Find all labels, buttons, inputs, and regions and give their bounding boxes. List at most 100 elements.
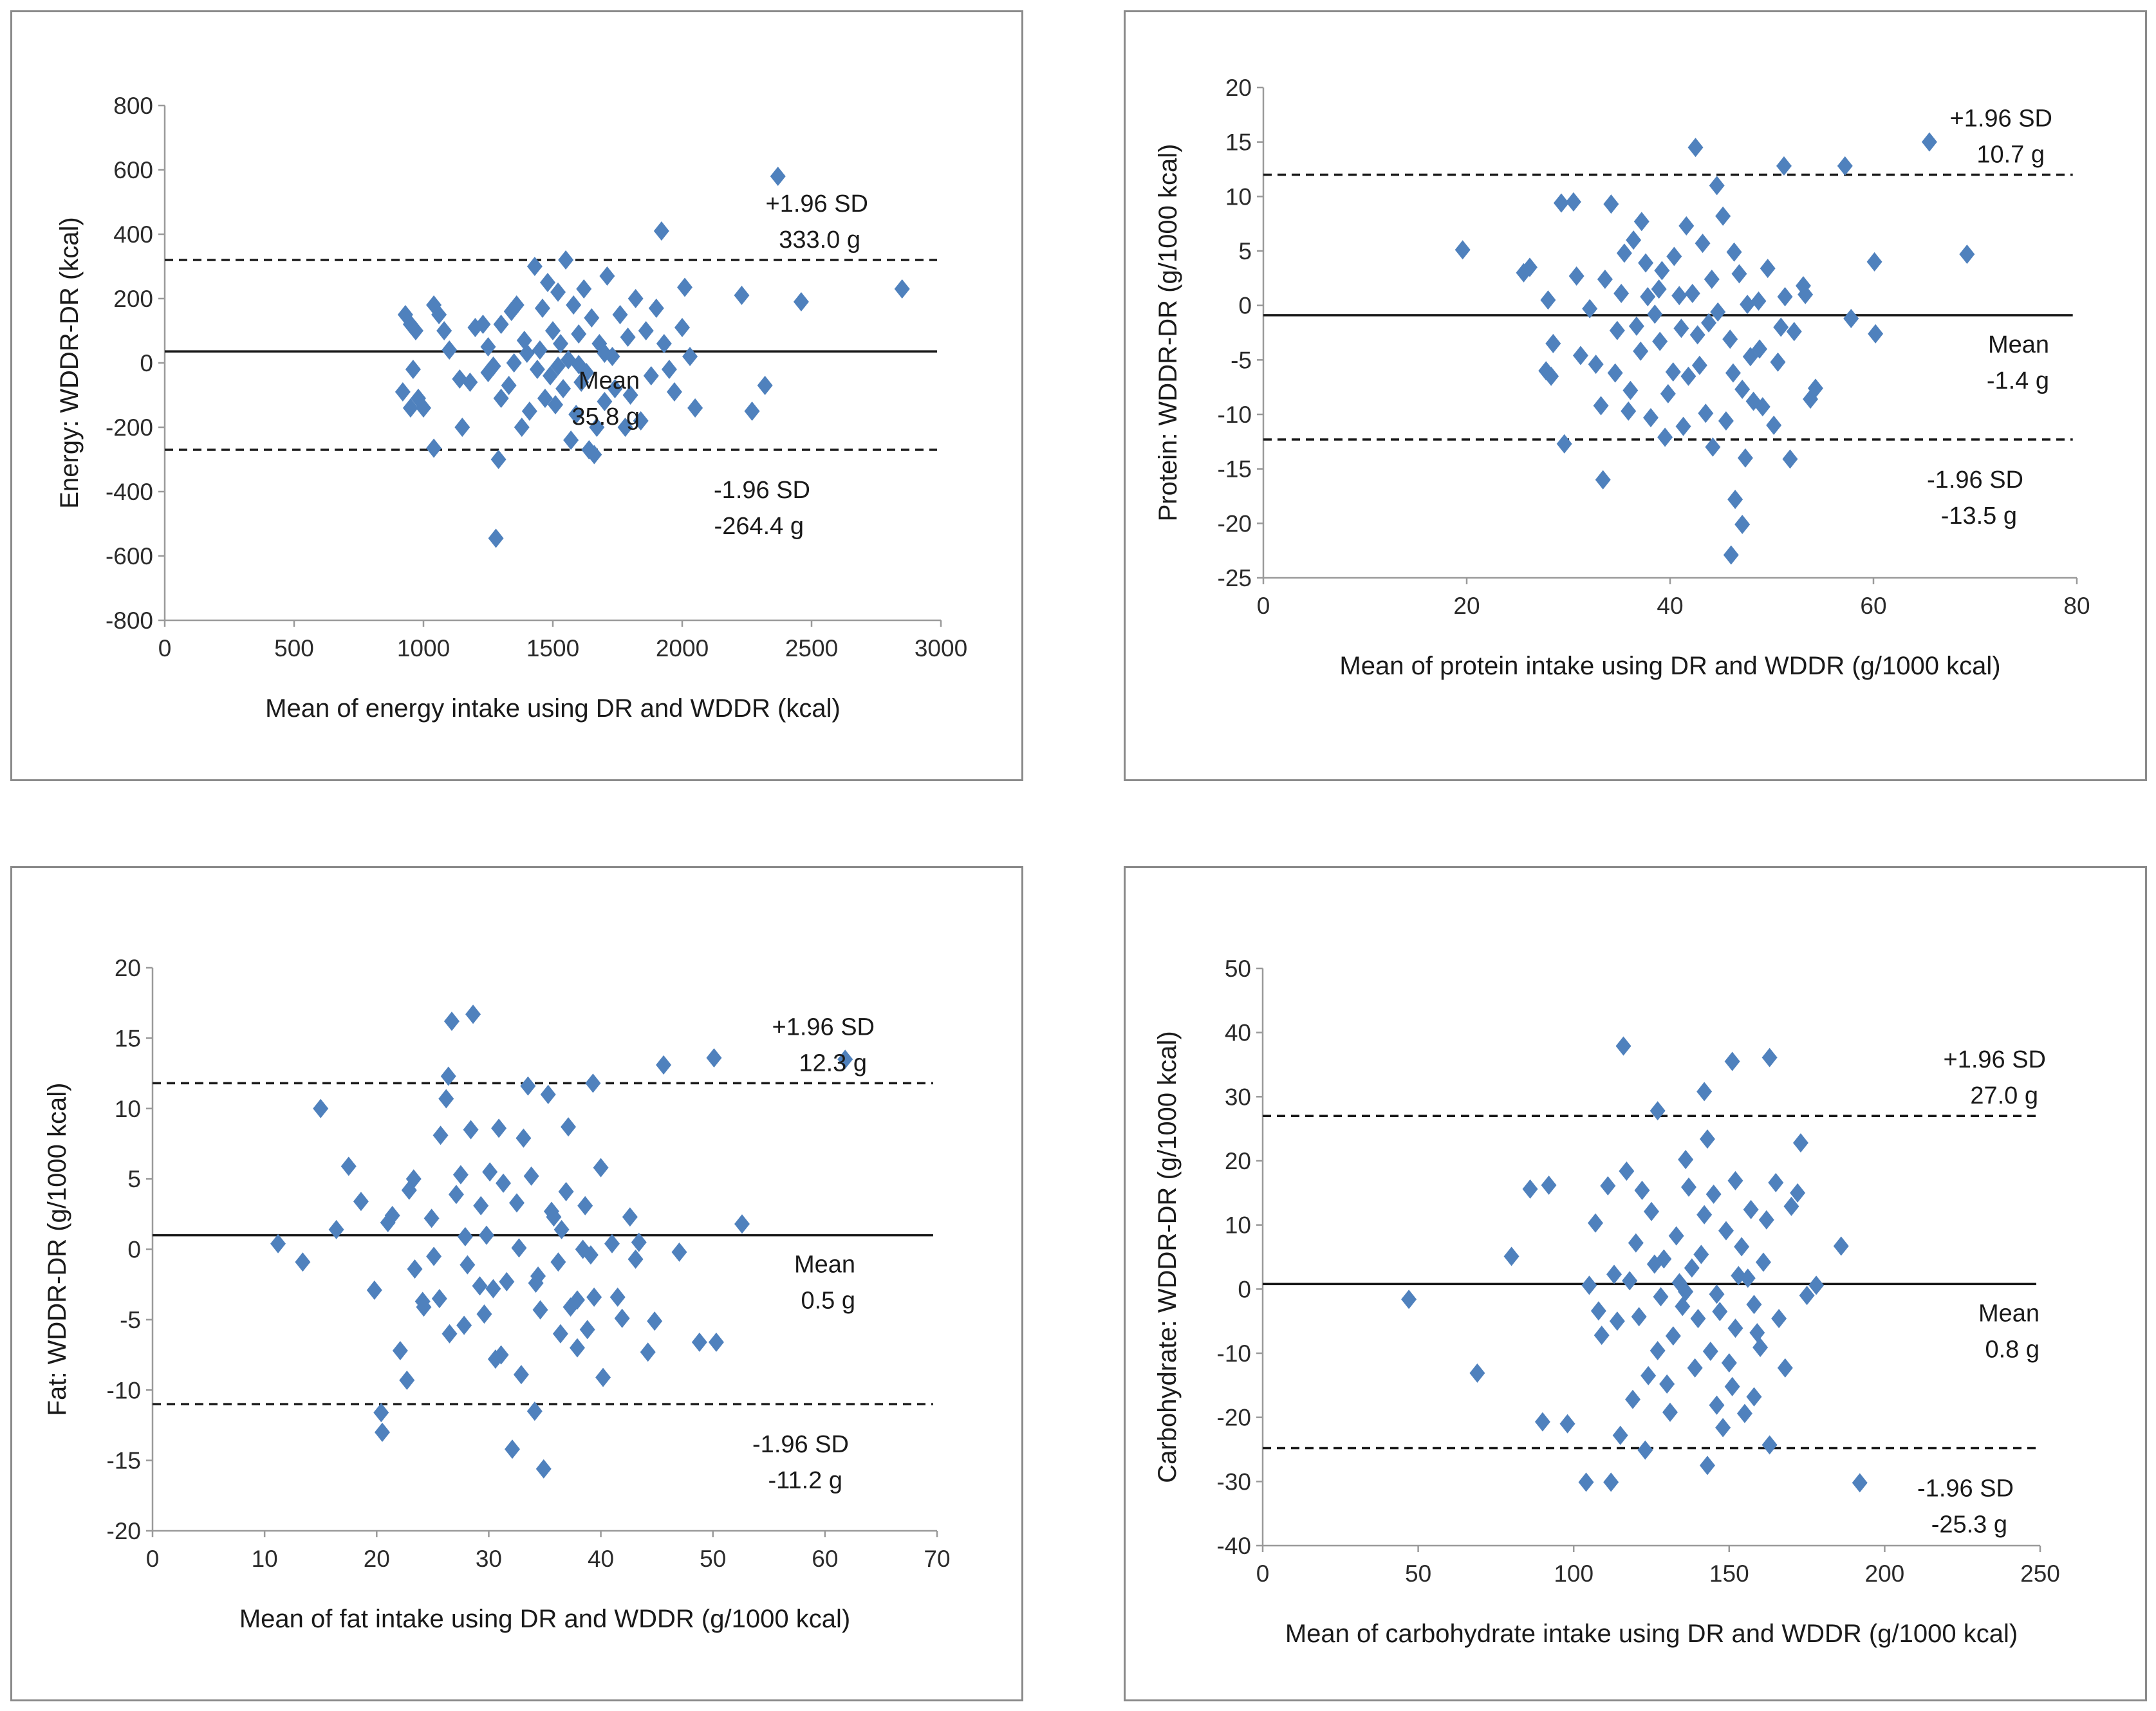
data-point bbox=[1689, 325, 1705, 345]
data-point bbox=[1715, 206, 1731, 226]
data-point bbox=[426, 438, 442, 458]
data-point bbox=[677, 277, 693, 297]
data-point bbox=[1654, 261, 1670, 281]
data-point bbox=[1603, 194, 1619, 214]
data-point bbox=[1568, 266, 1584, 286]
data-point bbox=[661, 360, 677, 379]
data-point bbox=[1710, 302, 1726, 322]
data-point bbox=[478, 1225, 494, 1245]
data-point bbox=[1607, 363, 1623, 383]
data-point bbox=[462, 373, 478, 392]
data-point bbox=[1843, 308, 1859, 328]
data-point bbox=[407, 1259, 423, 1279]
data-point bbox=[534, 299, 550, 318]
data-point bbox=[452, 1165, 469, 1185]
data-point bbox=[1651, 279, 1667, 299]
data-point bbox=[1590, 1301, 1606, 1321]
energy-chart-panel: 800 600 400 200 0 -200 -400 -600 -800 0 500 1000 150… bbox=[10, 10, 1023, 781]
data-point bbox=[440, 1066, 456, 1086]
data-point bbox=[499, 1272, 515, 1291]
data-point bbox=[550, 282, 566, 302]
data-point bbox=[553, 334, 569, 353]
data-point bbox=[1727, 1318, 1743, 1338]
data-point bbox=[1588, 1213, 1604, 1233]
data-point bbox=[530, 1266, 546, 1286]
lower-sd-value: -13.5 g bbox=[1941, 503, 2017, 530]
data-point bbox=[1696, 1082, 1713, 1102]
mean-value: 0.8 g bbox=[1985, 1336, 2040, 1363]
x-tick-label: 0 bbox=[1256, 1560, 1270, 1587]
y-axis-title: Energy: WDDR-DR (kcal) bbox=[55, 217, 84, 508]
data-point bbox=[1621, 401, 1637, 421]
data-point bbox=[555, 379, 572, 398]
data-point bbox=[1622, 380, 1639, 400]
mean-value: -1.4 g bbox=[1987, 367, 2049, 394]
y-tick-label: 10 bbox=[1225, 1212, 1251, 1239]
data-point bbox=[1619, 1161, 1635, 1181]
y-tick-label: -20 bbox=[1218, 510, 1252, 537]
data-point bbox=[1572, 346, 1588, 365]
data-point bbox=[1454, 240, 1471, 260]
y-tick-label: -10 bbox=[107, 1377, 141, 1403]
y-tick-label: -15 bbox=[1218, 456, 1252, 483]
y-tick-label: 0 bbox=[140, 350, 153, 376]
data-point bbox=[571, 324, 587, 344]
data-point bbox=[1595, 470, 1611, 490]
data-point bbox=[1684, 1258, 1700, 1278]
data-point bbox=[328, 1219, 344, 1239]
data-point bbox=[416, 398, 431, 418]
data-point bbox=[1726, 242, 1742, 262]
data-point bbox=[607, 379, 623, 398]
data-point bbox=[1758, 1210, 1774, 1230]
data-point bbox=[513, 1365, 529, 1385]
lower-sd-value: -11.2 g bbox=[768, 1467, 842, 1494]
y-tick-label: -30 bbox=[1217, 1468, 1251, 1495]
data-point bbox=[1521, 257, 1538, 277]
y-axis-title: Carbohydrate: WDDR-DR (g/1000 kcal) bbox=[1153, 1031, 1182, 1483]
data-point bbox=[563, 430, 579, 450]
data-point bbox=[1657, 427, 1673, 447]
data-point bbox=[1633, 341, 1649, 361]
data-point bbox=[526, 257, 543, 276]
data-point bbox=[1606, 1264, 1622, 1284]
y-tick-label: 20 bbox=[115, 955, 141, 981]
data-point bbox=[1650, 1101, 1666, 1121]
data-point bbox=[407, 321, 423, 340]
data-point bbox=[1628, 1233, 1644, 1253]
y-tick-label: -400 bbox=[106, 479, 153, 505]
data-point bbox=[1766, 415, 1782, 435]
data-point bbox=[482, 1162, 498, 1182]
y-tick-label: 400 bbox=[113, 221, 153, 248]
data-point bbox=[571, 355, 587, 375]
x-tick-label: 500 bbox=[274, 635, 314, 661]
data-point bbox=[1731, 264, 1747, 284]
data-point bbox=[1671, 1273, 1687, 1293]
data-point bbox=[465, 1004, 481, 1024]
data-point bbox=[537, 389, 553, 408]
upper-sd-value: 10.7 g bbox=[1976, 141, 2045, 168]
data-point bbox=[1556, 434, 1572, 454]
data-point bbox=[648, 299, 664, 318]
data-point bbox=[597, 392, 613, 411]
data-point bbox=[441, 340, 458, 360]
data-point bbox=[1736, 1403, 1752, 1423]
data-point bbox=[1680, 1177, 1696, 1197]
data-point bbox=[1687, 138, 1704, 158]
data-point bbox=[545, 321, 561, 340]
x-tick-label: 250 bbox=[2020, 1560, 2060, 1587]
data-point bbox=[1734, 515, 1751, 535]
data-point bbox=[1722, 329, 1738, 349]
data-point bbox=[542, 366, 558, 385]
data-point bbox=[401, 1180, 417, 1200]
data-point bbox=[493, 389, 509, 408]
data-point bbox=[295, 1252, 311, 1272]
y-tick-label: -5 bbox=[120, 1307, 141, 1333]
data-point bbox=[548, 395, 564, 414]
data-point bbox=[532, 340, 548, 360]
data-point bbox=[1631, 1307, 1647, 1327]
y-tick-label: -10 bbox=[1217, 1340, 1251, 1367]
data-point bbox=[1742, 347, 1758, 367]
data-point bbox=[570, 1338, 586, 1358]
data-point bbox=[589, 418, 605, 437]
data-point bbox=[894, 279, 910, 299]
